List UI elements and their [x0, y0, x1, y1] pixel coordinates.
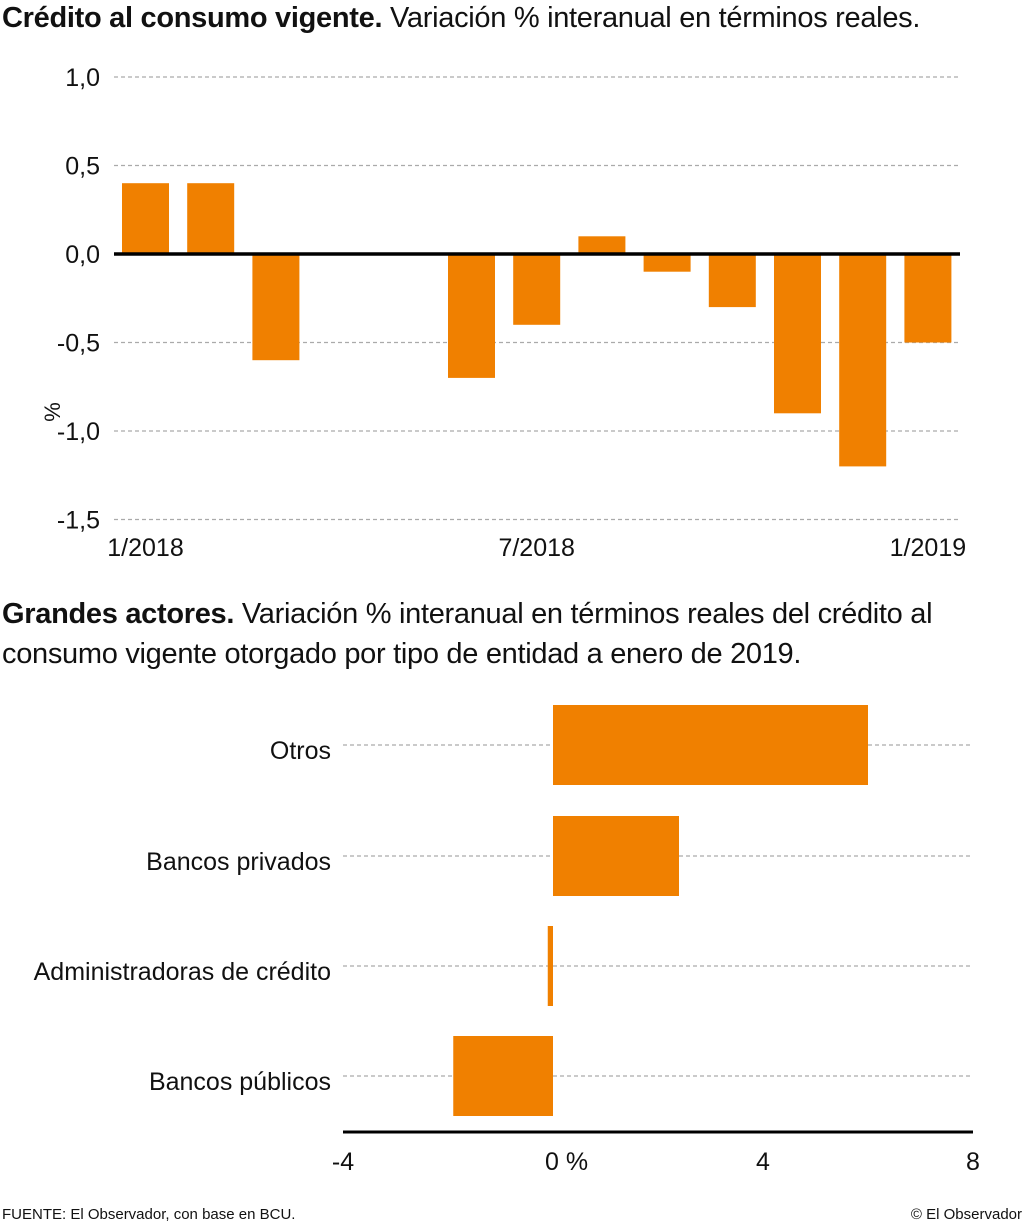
y-tick-label: 1,0 — [65, 64, 100, 92]
category-label: Otros — [270, 737, 331, 765]
bar — [904, 254, 952, 343]
x-tick-label: 4 — [756, 1148, 770, 1176]
bar — [252, 254, 300, 361]
x-tick-label: 7/2018 — [498, 534, 574, 562]
y-tick-label: -1,0 — [57, 418, 100, 446]
x-tick-label: 1/2019 — [890, 534, 966, 562]
bar — [643, 254, 691, 272]
category-label: Administradoras de crédito — [34, 958, 331, 986]
chart1-title: Crédito al consumo vigente. Variación % … — [2, 0, 920, 38]
source-note: FUENTE: El Observador, con base en BCU. — [2, 1206, 296, 1223]
bar — [453, 1036, 553, 1116]
bar — [187, 183, 235, 254]
copyright: © El Observador — [910, 1206, 1022, 1223]
y-tick-label: -0,5 — [57, 330, 100, 358]
category-label: Bancos privados — [146, 848, 331, 876]
bar — [839, 254, 887, 467]
y-tick-label: 0,5 — [65, 153, 100, 181]
chart2-subtitle: Variación % interanual en términos reale… — [2, 598, 933, 670]
x-tick-label: -4 — [332, 1148, 354, 1176]
bar — [448, 254, 495, 378]
bar — [708, 254, 756, 308]
bar — [513, 254, 561, 325]
chart1-title-bold: Crédito al consumo vigente. — [2, 2, 383, 34]
bar — [578, 236, 626, 254]
category-label: Bancos públicos — [149, 1068, 331, 1096]
bar — [547, 926, 553, 1006]
chart2-title-bold: Grandes actores. — [2, 598, 235, 630]
chart2-title: Grandes actores. Variación % interanual … — [2, 594, 1012, 674]
bar — [553, 816, 679, 896]
y-axis-label: % — [40, 402, 65, 422]
x-tick-label: 0 % — [545, 1148, 588, 1176]
chart1-subtitle: Variación % interanual en términos reale… — [390, 2, 921, 34]
bar — [553, 705, 868, 785]
monthly-credit-chart: 1,0 0,5 0,0 -0,5 -1,0 -1,5% 1/2018 7/2018 1/2019 — [40, 64, 966, 562]
bar — [774, 254, 821, 414]
bar — [122, 183, 169, 254]
x-tick-label: 1/2018 — [107, 534, 183, 562]
x-tick-label: 8 — [966, 1148, 980, 1176]
y-tick-label: 0,0 — [65, 241, 100, 269]
y-tick-label: -1,5 — [57, 507, 100, 535]
